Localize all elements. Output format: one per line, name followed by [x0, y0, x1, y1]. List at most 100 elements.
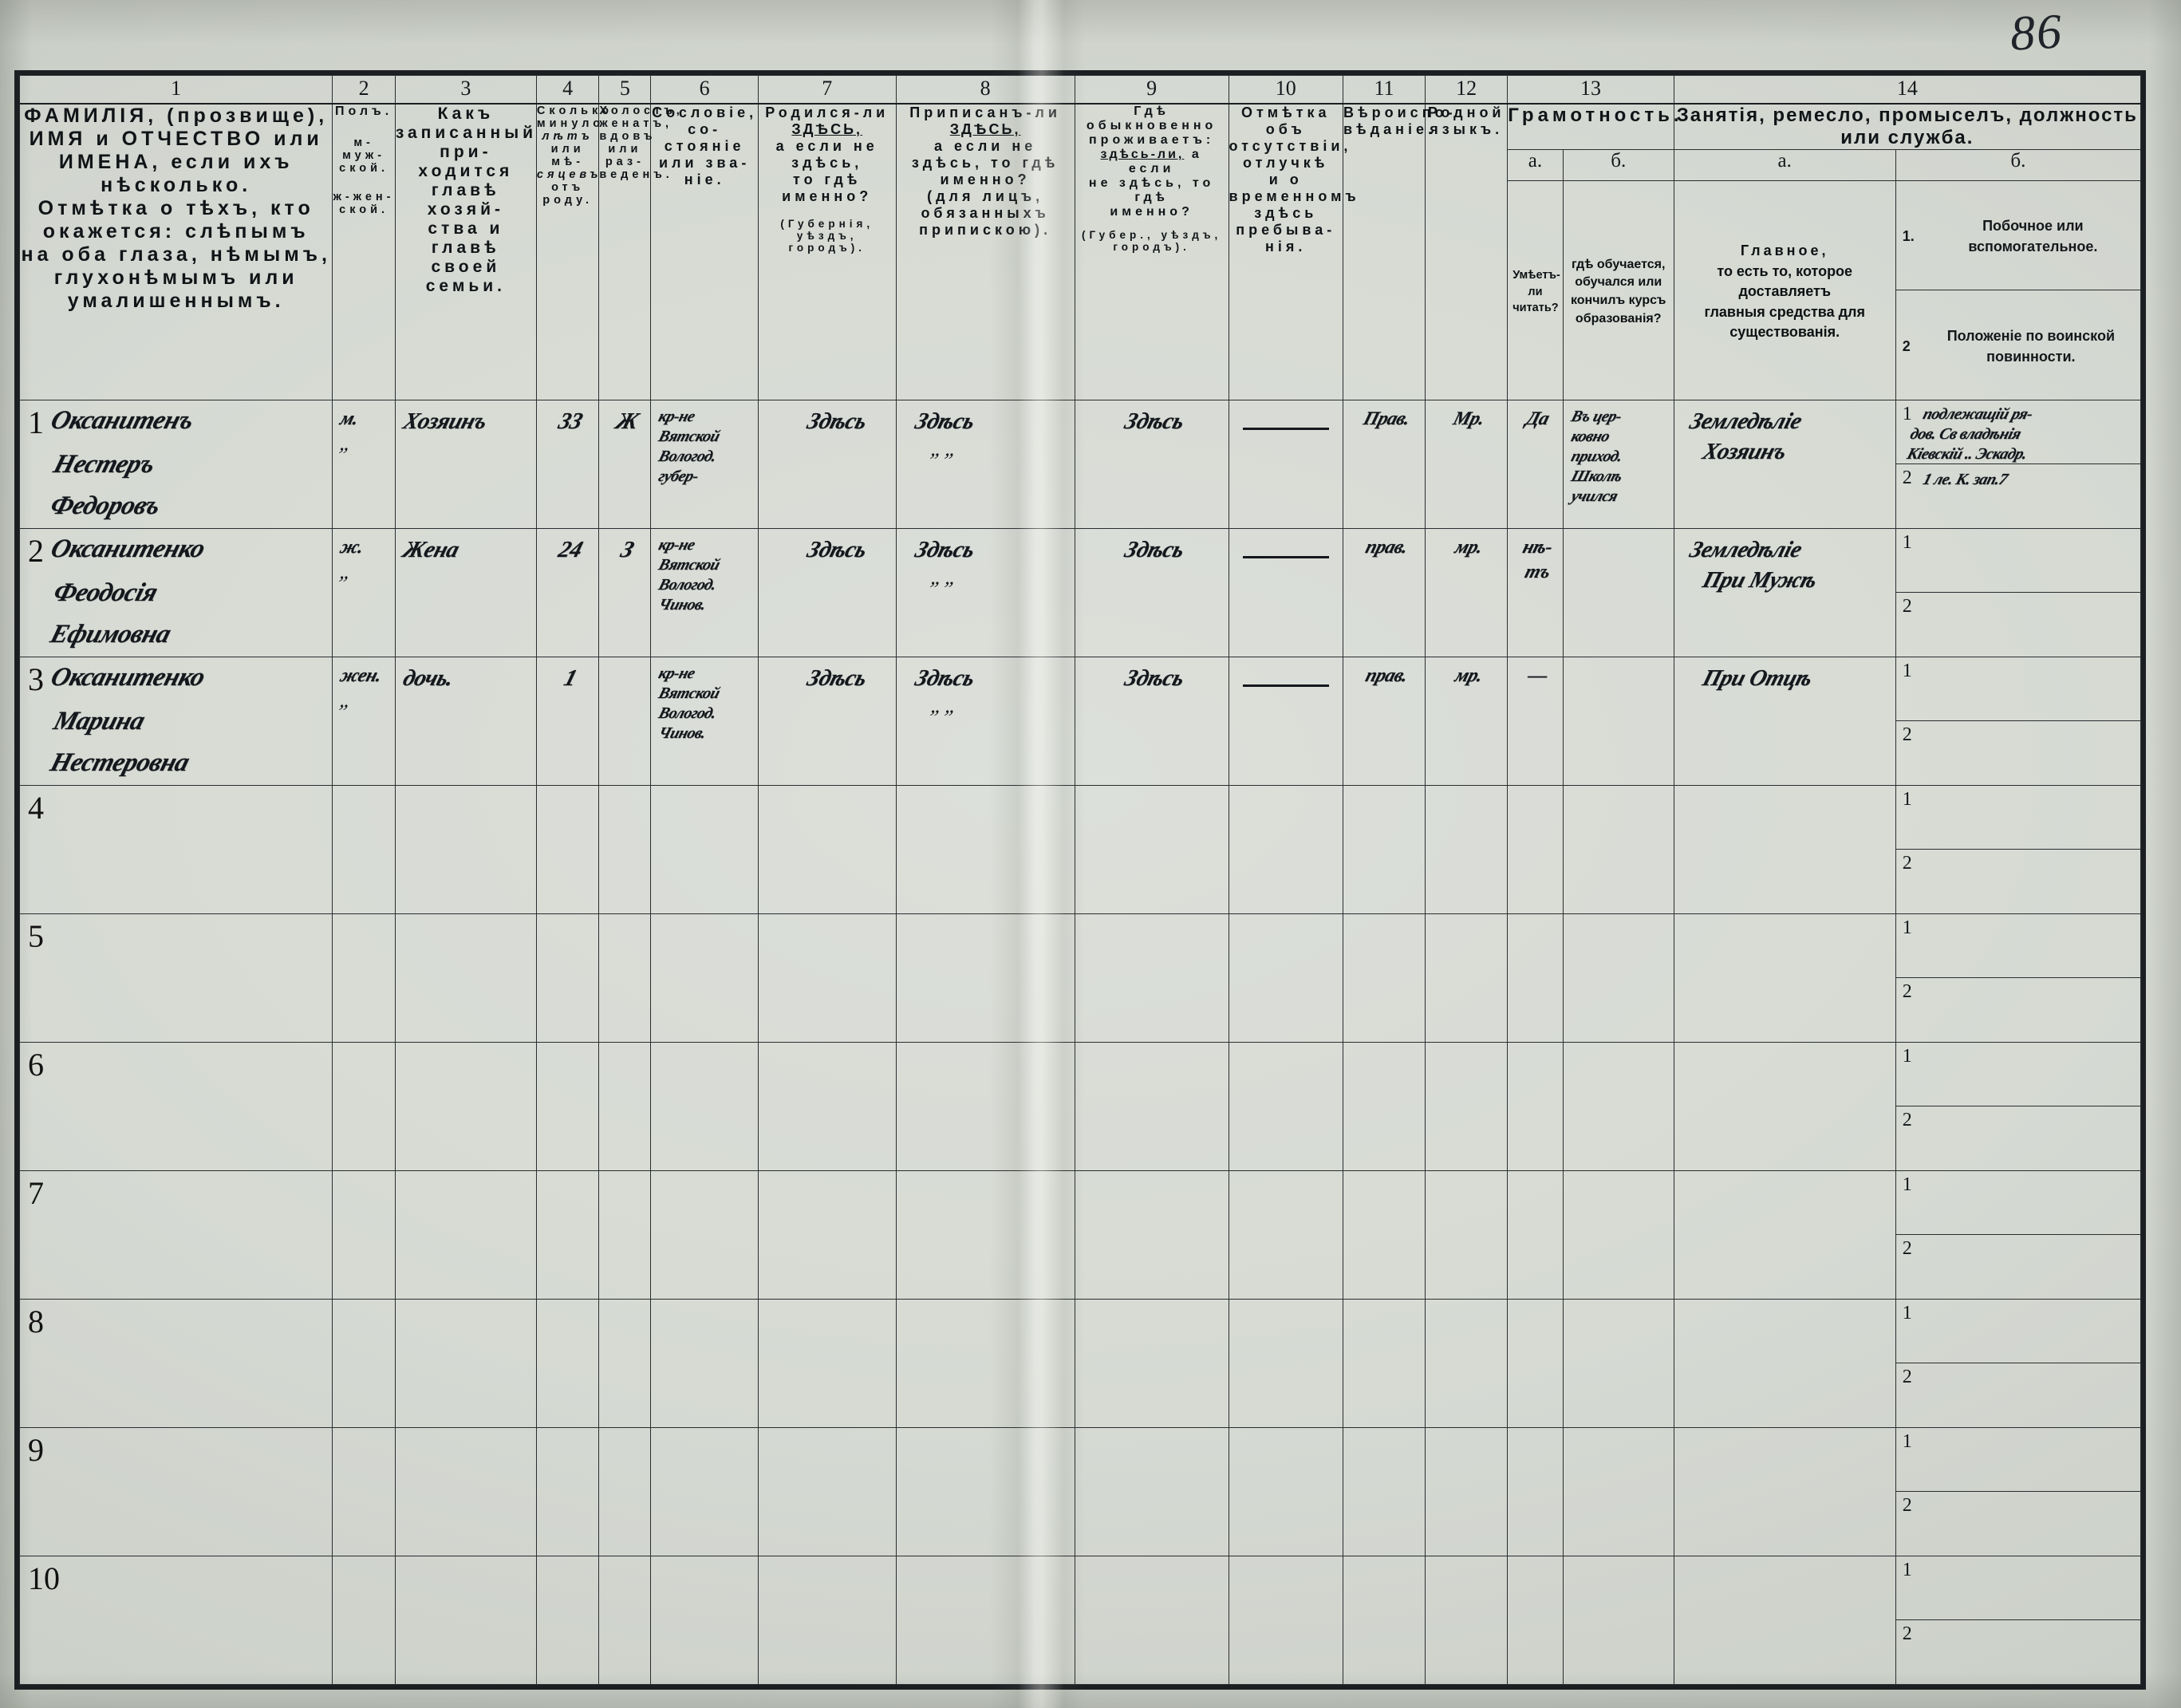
table-row[interactable]: 10 [18, 1556, 2142, 1685]
cell-secondary-occupation[interactable]: 1 2 [1895, 913, 2142, 1043]
cell-sex[interactable]: м. „ [332, 400, 396, 529]
cell-registration[interactable] [895, 1427, 1075, 1556]
cell-main-occupation[interactable]: При Отцѣ [1673, 657, 1896, 786]
cell-birthplace[interactable] [757, 1299, 897, 1428]
cell-language[interactable] [1425, 1042, 1509, 1171]
cell-registration[interactable] [895, 1042, 1075, 1171]
cell-main-occupation[interactable]: Земледѣліе При Мужѣ [1673, 528, 1896, 657]
table-row[interactable]: 9 [18, 1427, 2142, 1556]
cell-literacy[interactable] [1507, 913, 1564, 1043]
cell-name[interactable]: 3 Оксанитенко Марина Нестеровна [18, 657, 333, 786]
cell-absence[interactable] [1228, 1042, 1343, 1171]
cell-language[interactable]: мр. [1425, 528, 1509, 657]
cell-registration[interactable]: Здѣсь „ „ [895, 400, 1075, 529]
cell-birthplace[interactable]: Здѣсь [757, 528, 897, 657]
cell-age[interactable] [535, 1299, 600, 1428]
cell-school[interactable]: Въ цер- ковно приход. Школѣ учился [1562, 400, 1674, 529]
cell-residence[interactable] [1074, 785, 1229, 914]
cell-name[interactable]: 1 Оксанитенъ Нестеръ Федоровъ [18, 400, 333, 529]
cell-side-occupation[interactable]: 1 [1895, 1428, 2140, 1492]
cell-name[interactable]: 10 [18, 1556, 333, 1685]
cell-birthplace[interactable] [757, 1170, 897, 1300]
cell-relation[interactable]: дочь. [394, 657, 537, 786]
cell-secondary-occupation[interactable]: 1 2 [1895, 1170, 2142, 1300]
cell-literacy[interactable] [1507, 1556, 1564, 1685]
cell-name[interactable]: 9 [18, 1427, 333, 1556]
cell-main-occupation[interactable] [1673, 913, 1896, 1043]
cell-relation[interactable] [394, 1299, 537, 1428]
cell-sex[interactable] [332, 1170, 396, 1300]
cell-name[interactable]: 2 Оксанитенко Феодосія Ефимовна [18, 528, 333, 657]
cell-age[interactable] [535, 1042, 600, 1171]
cell-marital[interactable] [598, 657, 652, 786]
cell-registration[interactable] [895, 785, 1075, 914]
cell-school[interactable] [1562, 785, 1674, 914]
cell-name[interactable]: 8 [18, 1299, 333, 1428]
cell-secondary-occupation[interactable]: 1 2 [1895, 1427, 2142, 1556]
cell-literacy[interactable] [1507, 1427, 1564, 1556]
cell-side-occupation[interactable]: 1 [1895, 786, 2140, 850]
cell-language[interactable] [1425, 1170, 1509, 1300]
cell-age[interactable] [535, 785, 600, 914]
cell-absence[interactable] [1228, 1299, 1343, 1428]
cell-religion[interactable] [1342, 1042, 1426, 1171]
cell-registration[interactable] [895, 1556, 1075, 1685]
cell-marital[interactable]: Ж [598, 400, 652, 529]
cell-relation[interactable] [394, 1042, 537, 1171]
cell-side-occupation[interactable]: 1 [1895, 914, 2140, 978]
cell-birthplace[interactable] [757, 1042, 897, 1171]
cell-military-status[interactable]: 2 [1896, 721, 2140, 785]
cell-language[interactable] [1425, 1299, 1509, 1428]
cell-military-status[interactable]: 2 [1896, 593, 2140, 657]
cell-religion[interactable]: прав. [1342, 657, 1426, 786]
cell-religion[interactable] [1342, 1170, 1426, 1300]
cell-birthplace[interactable] [757, 785, 897, 914]
cell-main-occupation[interactable] [1673, 1042, 1896, 1171]
cell-side-occupation[interactable]: 1 [1895, 657, 2140, 721]
cell-literacy[interactable] [1507, 1299, 1564, 1428]
cell-estate[interactable]: кр-не Вятской Вологод. губер- [650, 400, 759, 529]
cell-secondary-occupation[interactable]: 1 2 [1895, 657, 2142, 786]
cell-literacy[interactable]: — [1507, 657, 1564, 786]
cell-estate[interactable]: кр-не Вятской Вологод. Чинов. [650, 657, 759, 786]
cell-school[interactable] [1562, 1427, 1674, 1556]
cell-estate[interactable] [650, 785, 759, 914]
cell-sex[interactable]: ж. „ [332, 528, 396, 657]
cell-sex[interactable] [332, 1042, 396, 1171]
cell-birthplace[interactable]: Здѣсь [757, 400, 897, 529]
cell-name[interactable]: 4 [18, 785, 333, 914]
cell-estate[interactable] [650, 1042, 759, 1171]
cell-age[interactable]: 24 [535, 528, 600, 657]
cell-marital[interactable] [598, 913, 652, 1043]
cell-side-occupation[interactable]: 1 [1895, 1300, 2140, 1363]
cell-military-status[interactable]: 2 1 ле. К. зап.7 [1896, 464, 2140, 528]
cell-absence[interactable] [1228, 1556, 1343, 1685]
table-row[interactable]: 7 [18, 1170, 2142, 1300]
cell-estate[interactable]: кр-не Вятской Вологод. Чинов. [650, 528, 759, 657]
cell-name[interactable]: 5 [18, 913, 333, 1043]
cell-age[interactable]: 33 [535, 400, 600, 529]
cell-main-occupation[interactable] [1673, 1170, 1896, 1300]
cell-secondary-occupation[interactable]: 1 2 [1895, 785, 2142, 914]
cell-absence[interactable] [1228, 913, 1343, 1043]
cell-residence[interactable]: Здѣсь [1074, 528, 1229, 657]
table-row[interactable]: 4 [18, 785, 2142, 914]
cell-religion[interactable] [1342, 913, 1426, 1043]
cell-residence[interactable]: Здѣсь [1074, 657, 1229, 786]
cell-estate[interactable] [650, 1427, 759, 1556]
cell-sex[interactable] [332, 913, 396, 1043]
cell-age[interactable] [535, 1427, 600, 1556]
cell-marital[interactable] [598, 1427, 652, 1556]
cell-residence[interactable] [1074, 913, 1229, 1043]
cell-relation[interactable] [394, 1427, 537, 1556]
cell-religion[interactable]: прав. [1342, 528, 1426, 657]
cell-literacy[interactable] [1507, 1042, 1564, 1171]
table-row[interactable]: 6 [18, 1042, 2142, 1171]
cell-estate[interactable] [650, 1299, 759, 1428]
cell-residence[interactable] [1074, 1042, 1229, 1171]
cell-religion[interactable] [1342, 1556, 1426, 1685]
cell-registration[interactable] [895, 1299, 1075, 1428]
cell-language[interactable] [1425, 1427, 1509, 1556]
table-row[interactable]: 2 Оксанитенко Феодосія Ефимовна ж. „ Жен… [18, 528, 2142, 657]
cell-absence[interactable] [1228, 657, 1343, 786]
